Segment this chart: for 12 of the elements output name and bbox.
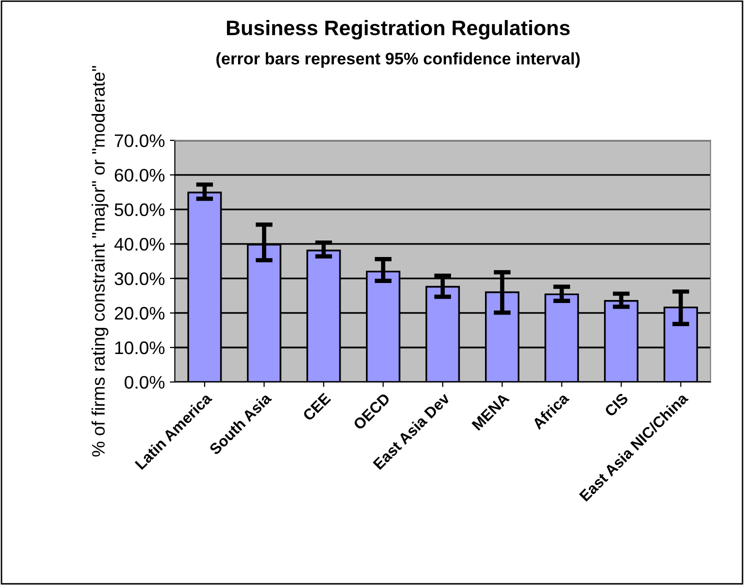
y-tick-label: 20.0% <box>114 306 164 320</box>
y-tick-label: 10.0% <box>115 341 164 354</box>
x-tick-label: CIS <box>604 392 629 418</box>
y-tick-label: 70.0% <box>114 134 164 148</box>
y-tick-label: 40.0% <box>114 238 164 251</box>
y-tick-label: 30.0% <box>114 272 164 286</box>
y-tick-label: 60.0% <box>114 168 164 182</box>
y-tick-label: 50.0% <box>114 203 164 216</box>
y-tick-label: 0.0% <box>124 376 164 389</box>
chart-subtitle: (error bars represent 95% confidence interval) <box>216 52 580 68</box>
y-axis-title: % of firms rating constraint "major" or "moderate" <box>92 66 108 456</box>
chart-title: Business Registration Regulations <box>226 20 570 40</box>
